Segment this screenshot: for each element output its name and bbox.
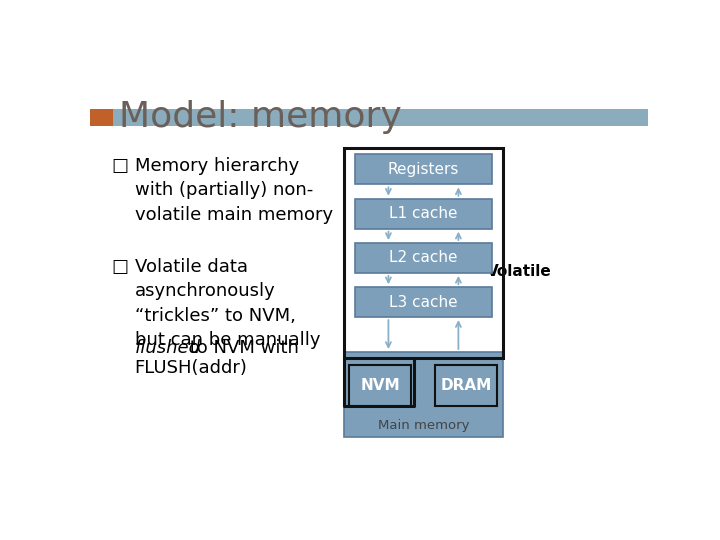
Text: Model: memory: Model: memory xyxy=(119,100,402,134)
Bar xyxy=(90,109,648,126)
Text: Volatile data
asynchronously
“trickles” to NVM,
but can be manually: Volatile data asynchronously “trickles” … xyxy=(135,258,320,349)
Bar xyxy=(355,243,492,273)
Text: □: □ xyxy=(111,157,128,175)
Text: flushed: flushed xyxy=(135,339,201,357)
Bar xyxy=(355,199,492,229)
Text: DRAM: DRAM xyxy=(441,377,492,393)
Text: NVM: NVM xyxy=(361,377,400,393)
Text: □: □ xyxy=(111,258,128,276)
Text: Volatile: Volatile xyxy=(487,264,552,279)
Bar xyxy=(349,364,411,406)
Bar xyxy=(436,364,498,406)
Text: L3 cache: L3 cache xyxy=(389,295,458,309)
Text: Memory hierarchy
with (partially) non-
volatile main memory: Memory hierarchy with (partially) non- v… xyxy=(135,157,333,224)
Bar xyxy=(344,352,503,437)
Text: L2 cache: L2 cache xyxy=(389,251,458,266)
Bar xyxy=(355,287,492,317)
Bar xyxy=(344,148,503,358)
Text: Registers: Registers xyxy=(387,162,459,177)
Text: FLUSH(addr): FLUSH(addr) xyxy=(135,359,248,377)
Text: L1 cache: L1 cache xyxy=(389,206,458,221)
Bar xyxy=(90,109,114,126)
Text: to NVM with: to NVM with xyxy=(184,339,299,357)
Text: Main memory: Main memory xyxy=(378,419,469,433)
Bar xyxy=(355,154,492,185)
